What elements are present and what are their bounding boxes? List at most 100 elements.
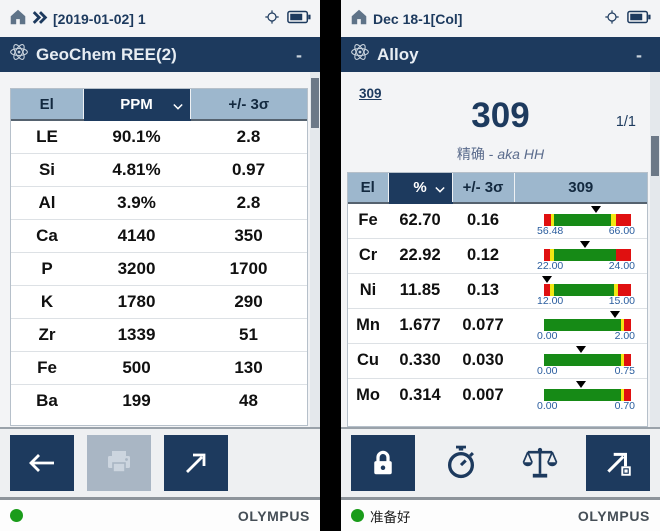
results-table: El % +/- 3σ 309 Fe 62.70 0.16 56.48 66.00 Cr <box>347 172 648 427</box>
table-row[interactable]: Mn 1.677 0.077 0.00 2.00 <box>348 307 647 343</box>
scrollbar-track[interactable] <box>650 72 660 427</box>
element-symbol: Cu <box>348 342 388 378</box>
concentration-value: 4.81% <box>83 152 190 186</box>
scrollbar-thumb[interactable] <box>651 136 659 176</box>
scrollbar-track[interactable] <box>310 72 320 427</box>
table-row[interactable]: Ca 4140 350 <box>11 218 307 252</box>
table-row[interactable]: LE 90.1% 2.8 <box>11 120 307 153</box>
concentration-value: 11.85 <box>388 272 452 308</box>
timer-button[interactable] <box>429 435 493 491</box>
home-icon[interactable] <box>350 9 368 28</box>
battery-icon <box>287 10 311 27</box>
concentration-value: 90.1% <box>112 126 161 146</box>
aim-crosshair-icon <box>264 9 280 28</box>
element-symbol: Al <box>11 185 83 219</box>
table-row[interactable]: Al 3.9% 2.8 <box>11 185 307 219</box>
range-bar <box>544 318 631 331</box>
element-symbol: Zr <box>11 317 83 351</box>
range-bar <box>544 388 631 401</box>
element-symbol: Mo <box>348 377 388 413</box>
table-row[interactable]: Fe 62.70 0.16 56.48 66.00 <box>348 203 647 238</box>
element-symbol: LE <box>36 126 58 146</box>
sigma-value: 0.007 <box>452 377 514 413</box>
column-header-sigma[interactable]: +/- 3σ <box>451 173 514 204</box>
minimize-button[interactable]: - <box>296 44 302 65</box>
sigma-value: 0.077 <box>452 307 514 343</box>
footer: OLYMPUS <box>0 497 320 531</box>
grade-range-bar: 0.00 2.00 <box>514 307 647 343</box>
footer: 准备好 OLYMPUS <box>341 497 660 531</box>
element-symbol: Fe <box>11 350 83 384</box>
scrollbar-thumb[interactable] <box>311 78 319 128</box>
sigma-value: 51 <box>190 317 307 351</box>
results-area: El PPM +/- 3σ LE 90.1% 2.8 Si 4.81% 0.97 Al 3.9… <box>0 72 320 427</box>
export-button[interactable] <box>585 435 650 491</box>
home-icon[interactable] <box>9 9 27 28</box>
column-header-sigma[interactable]: +/- 3σ <box>189 89 307 121</box>
column-header-percent[interactable]: % <box>387 173 452 204</box>
status-bar: [2019-01-02] 1 <box>0 0 320 37</box>
page-title: Alloy <box>377 44 419 64</box>
table-row[interactable]: Zr 1339 51 <box>11 317 307 351</box>
sigma-value: 130 <box>190 350 307 384</box>
table-row[interactable]: K 1780 290 <box>11 284 307 318</box>
table-row[interactable]: Ba 199 48 <box>11 383 307 417</box>
concentration-value: 62.70 <box>399 211 441 230</box>
status-bar: Dec 18-1[Col] <box>341 0 660 37</box>
sigma-value: 2.8 <box>190 185 307 219</box>
measurement-marker-icon <box>575 345 586 353</box>
measurement-marker-icon <box>591 206 602 213</box>
sigma-value: 0.030 <box>452 342 514 378</box>
export-button[interactable] <box>164 435 228 491</box>
sigma-value: 290 <box>190 284 307 318</box>
alloy-screen: Dec 18-1[Col] Alloy - 309 309 1/1 精确 - a <box>341 0 660 531</box>
column-header-el[interactable]: El <box>348 173 388 204</box>
page-indicator: 1/1 <box>615 114 636 130</box>
sigma-value: 0.16 <box>466 211 500 230</box>
element-symbol: Mn <box>348 307 388 343</box>
concentration-value: 4140 <box>83 218 190 252</box>
toolbar <box>0 427 320 497</box>
range-limits: 0.00 2.00 <box>537 329 635 342</box>
table-row[interactable]: Fe 500 130 <box>11 350 307 384</box>
column-header-el[interactable]: El <box>11 89 83 121</box>
concentration-value: 1.677 <box>388 307 452 343</box>
table-row[interactable]: Ni 11.85 0.13 12.00 15.00 <box>348 272 647 308</box>
column-header-grade[interactable]: 309 <box>513 173 647 204</box>
concentration-value: 1780 <box>83 284 190 318</box>
title-bar: Alloy - <box>341 37 660 72</box>
table-row[interactable]: Si 4.81% 0.97 <box>11 152 307 186</box>
scales-button[interactable] <box>508 435 572 491</box>
range-bar <box>544 214 631 226</box>
lock-button[interactable] <box>351 435 415 491</box>
print-button[interactable] <box>87 435 151 491</box>
range-limits: 56.48 66.00 <box>537 225 635 237</box>
table-row[interactable]: P 3200 1700 <box>11 251 307 285</box>
results-area: 309 309 1/1 精确 - aka HH El % <box>341 72 660 427</box>
sigma-value: 350 <box>190 218 307 252</box>
measurement-marker-icon <box>579 240 590 248</box>
sigma-value: 0.12 <box>452 237 514 273</box>
minimize-button[interactable]: - <box>636 44 642 65</box>
table-row[interactable]: Mo 0.314 0.007 0.00 0.70 <box>348 377 647 413</box>
element-symbol: K <box>11 284 83 318</box>
element-symbol: Ni <box>348 272 388 308</box>
grade-range-bar: 56.48 66.00 <box>514 203 647 238</box>
table-row[interactable]: Cu 0.330 0.030 0.00 0.75 <box>348 342 647 378</box>
grade-range-bar: 0.00 0.75 <box>514 342 647 378</box>
table-row[interactable]: Cr 22.92 0.12 22.00 24.00 <box>348 237 647 273</box>
grade-link[interactable]: 309 <box>359 86 382 101</box>
sigma-value: 48 <box>190 383 307 417</box>
concentration-value: 0.330 <box>388 342 452 378</box>
sigma-value: 0.97 <box>190 152 307 186</box>
geochem-screen: [2019-01-02] 1 GeoChem REE(2) - <box>0 0 320 531</box>
forward-chevrons-icon <box>32 10 48 27</box>
sort-chevron-icon <box>172 97 183 114</box>
brand-logo: OLYMPUS <box>577 507 650 524</box>
back-button[interactable] <box>10 435 74 491</box>
page-title: GeoChem REE(2) <box>36 44 177 64</box>
element-symbol: P <box>11 251 83 285</box>
column-header-ppm[interactable]: PPM <box>82 89 190 121</box>
battery-icon <box>627 10 651 27</box>
